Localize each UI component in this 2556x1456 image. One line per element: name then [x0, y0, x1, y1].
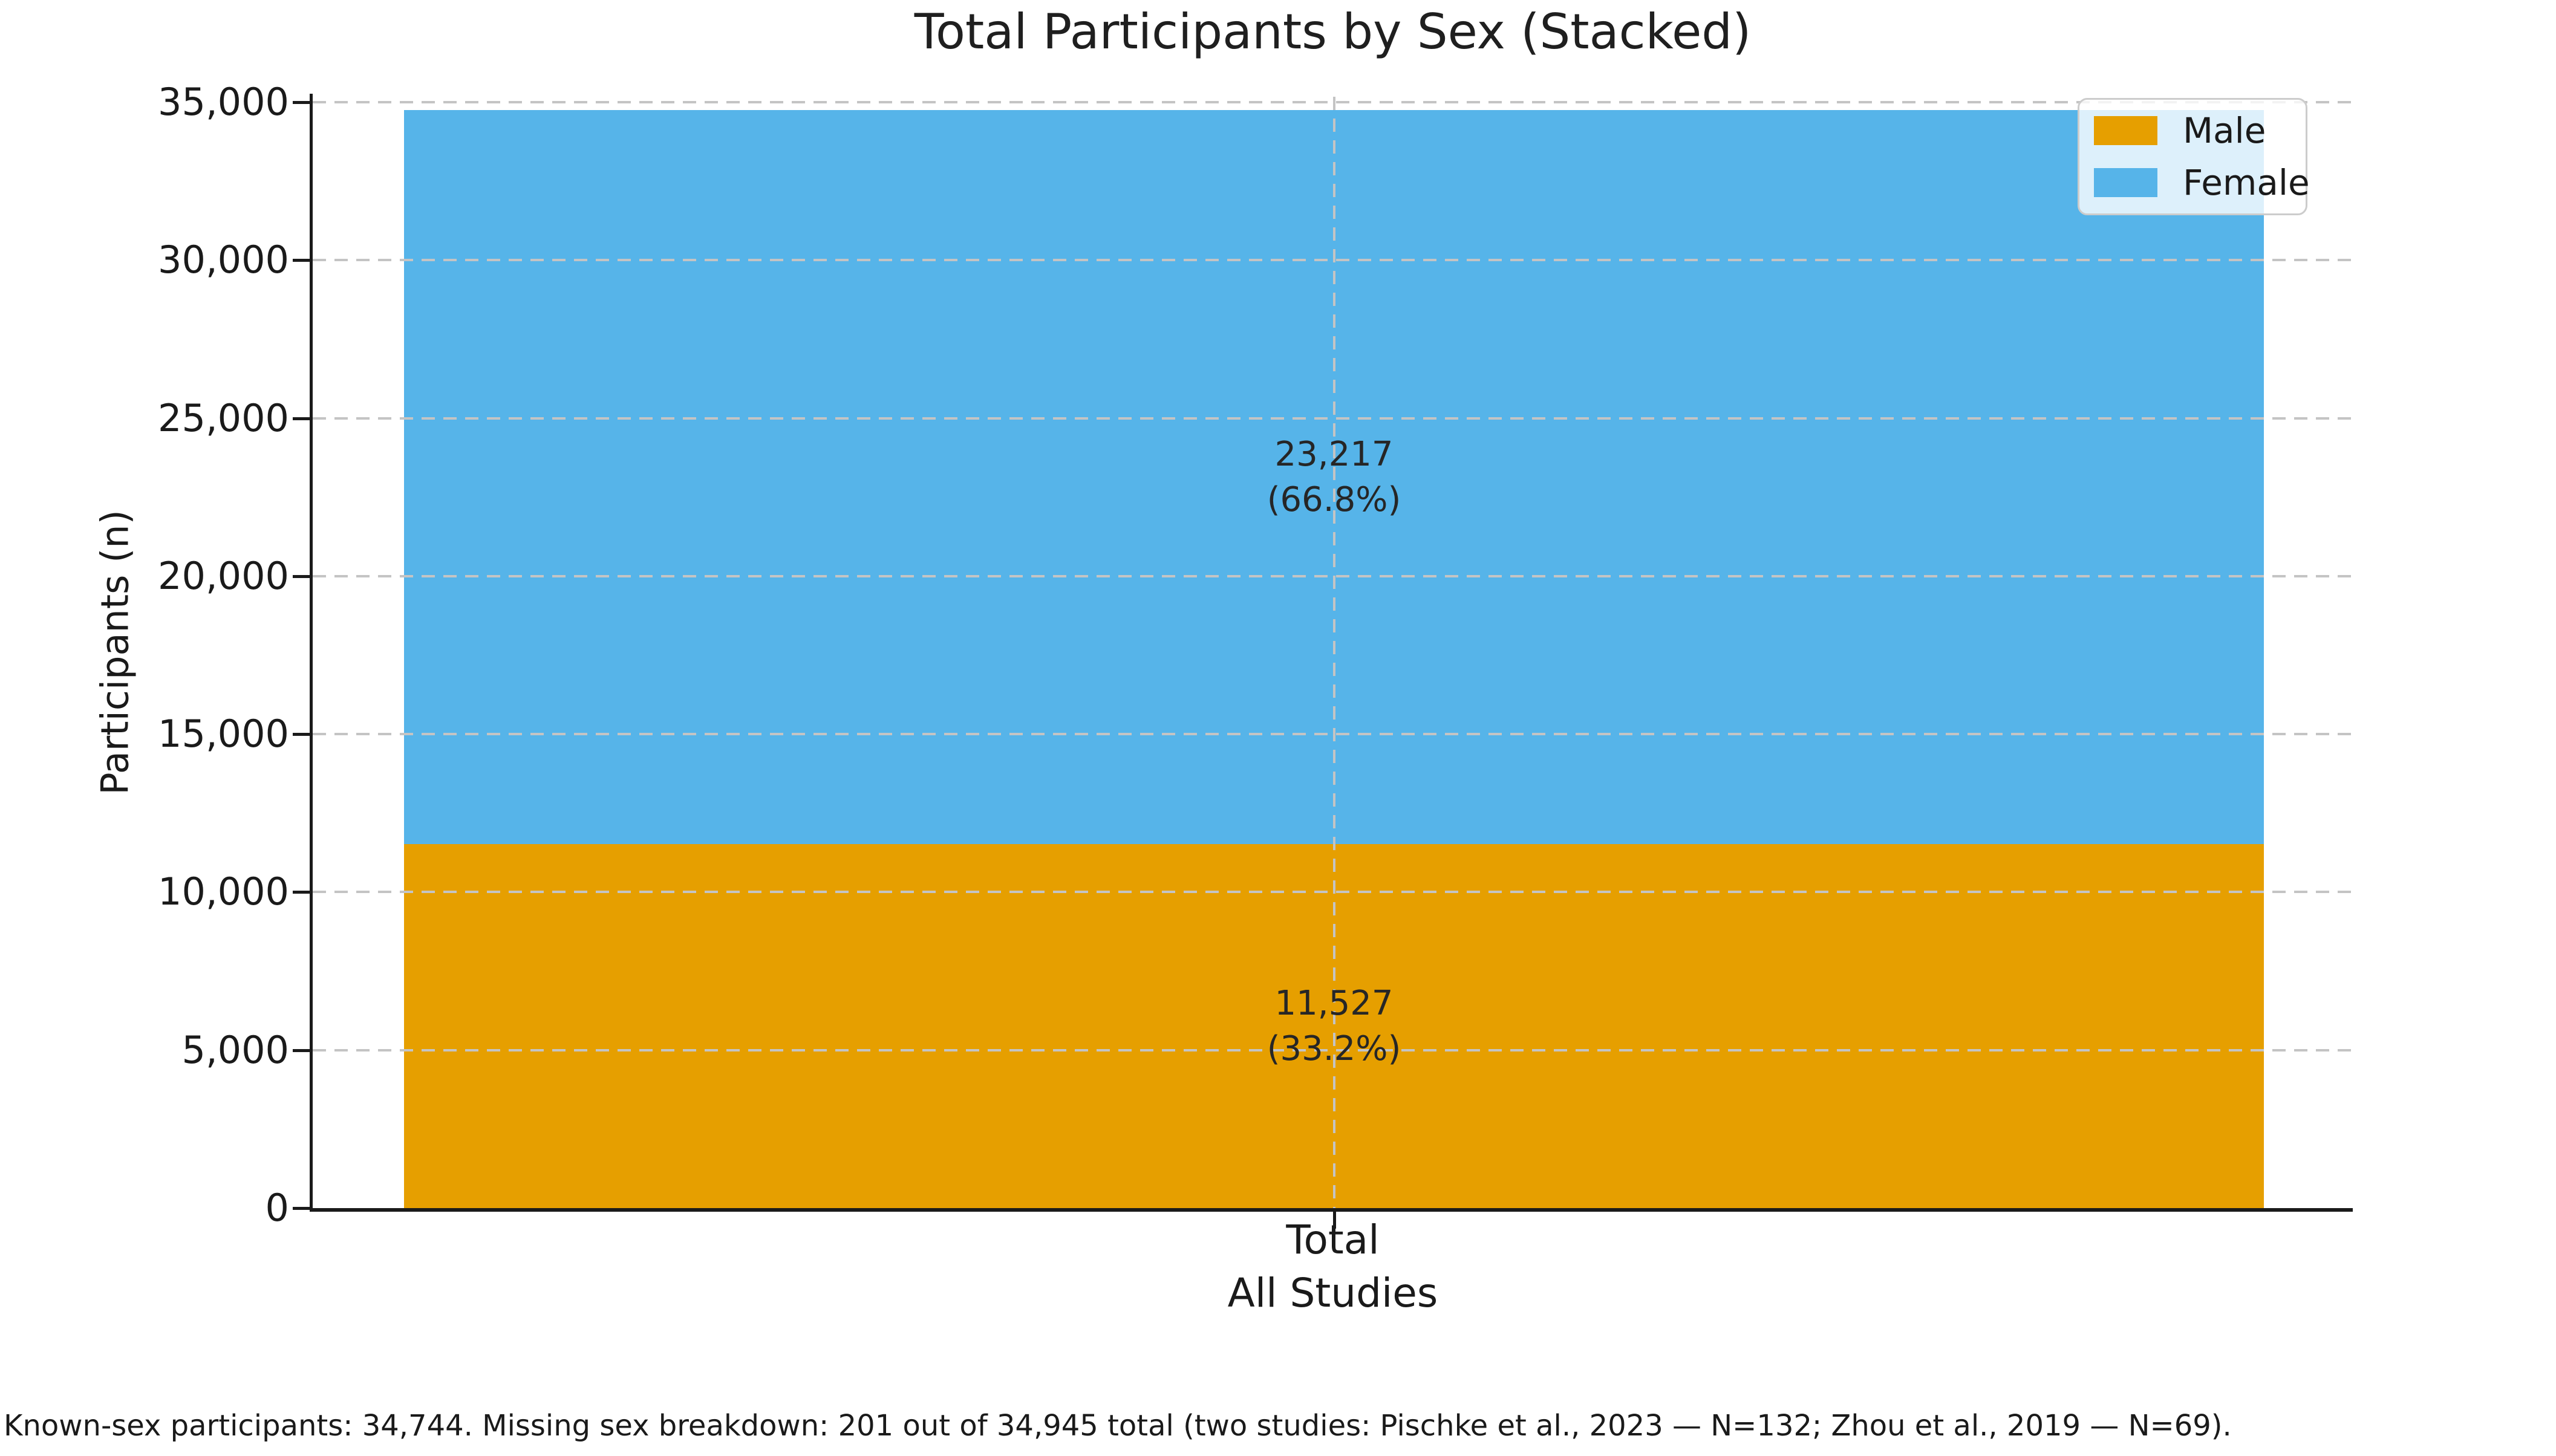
y-tick-label-25000: 25,000	[158, 395, 289, 440]
y-tick-mark-5000	[293, 1048, 310, 1052]
footnote-caption: Known-sex participants: 34,744. Missing …	[4, 1409, 2232, 1443]
x-axis-label: All Studies	[1227, 1270, 1438, 1316]
y-tick-label-15000: 15,000	[158, 712, 289, 756]
y-tick-label-0: 0	[265, 1186, 289, 1230]
legend-entry-male: Male	[2094, 113, 2291, 148]
y-tick-mark-0	[293, 1207, 310, 1210]
x-tick-label-total: Total	[1286, 1217, 1380, 1263]
x-tick-mark-total	[1332, 1212, 1336, 1229]
y-tick-mark-20000	[293, 574, 310, 578]
legend-entry-female: Female	[2094, 165, 2310, 200]
y-tick-mark-15000	[293, 733, 310, 736]
y-tick-mark-25000	[293, 417, 310, 420]
x-axis-spine	[310, 1208, 2353, 1212]
y-tick-mark-35000	[293, 101, 310, 104]
chart-title: Total Participants by Sex (Stacked)	[914, 4, 1752, 60]
v-gridline-total	[1332, 97, 1335, 1208]
plot-area: 11,527 (33.2%) 23,217 (66.8%)	[313, 97, 2353, 1208]
y-tick-label-10000: 10,000	[158, 869, 289, 914]
y-tick-label-20000: 20,000	[158, 553, 289, 598]
female-color-swatch	[2094, 168, 2157, 197]
bar-segment-label-female: 23,217 (66.8%)	[1267, 434, 1401, 519]
y-tick-label-35000: 35,000	[158, 80, 289, 124]
legend: Male Female	[2078, 98, 2310, 215]
legend-label-female: Female	[2183, 162, 2310, 203]
y-tick-mark-30000	[293, 259, 310, 262]
legend-label-male: Male	[2183, 110, 2266, 151]
y-axis-spine	[310, 94, 313, 1212]
y-tick-mark-10000	[293, 891, 310, 894]
y-tick-label-5000: 5,000	[181, 1027, 290, 1072]
bar-segment-label-male: 11,527 (33.2%)	[1267, 983, 1401, 1068]
male-color-swatch	[2094, 116, 2157, 145]
y-tick-label-30000: 30,000	[158, 238, 289, 282]
